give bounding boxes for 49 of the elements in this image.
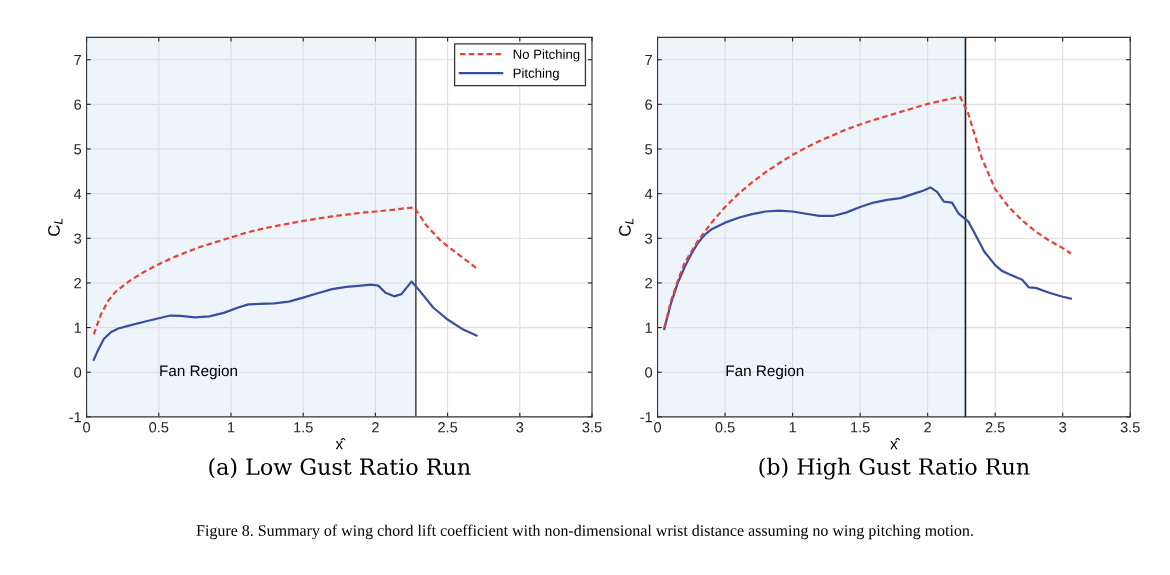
- line-series: [663, 95, 1072, 329]
- y-tick-label: 7: [74, 54, 81, 65]
- line-series: [663, 186, 1072, 331]
- x-tick-label: 2: [924, 422, 931, 433]
- y-tick-label: -1: [69, 412, 82, 423]
- x-tick-label: 3: [516, 422, 524, 433]
- y-tick-label: 5: [74, 144, 82, 155]
- x-tick-label: 3.5: [1120, 422, 1140, 433]
- legend-label: No Pitching: [513, 49, 580, 62]
- y-tick-label: 1: [645, 322, 652, 333]
- text: (b) High Gust Ratio Run: [759, 457, 1030, 480]
- y-axis-title: C$_{L}$: [48, 218, 63, 236]
- y-tick-label: 4: [644, 188, 653, 199]
- x-tick-label: 2.5: [438, 422, 458, 433]
- y-tick-label: 0: [645, 367, 653, 378]
- x-tick-label: 0.5: [715, 422, 735, 433]
- y-tick-label: 4: [73, 188, 82, 199]
- line-series: [92, 206, 478, 336]
- y-tick-label: 5: [645, 144, 653, 155]
- line-series: [92, 280, 478, 361]
- legend-label: Pitching: [513, 68, 559, 81]
- y-tick-label: 6: [645, 99, 653, 110]
- caption: Figure 8. Summary of wing chord lift coefficient with non-dimensional wrist distance assuming no wing pitching motion.: [196, 524, 973, 540]
- text: (a) Low Gust Ratio Run: [209, 457, 471, 479]
- x-tick-label: 1.5: [851, 422, 870, 433]
- y-tick-label: 7: [645, 54, 652, 65]
- x-tick-label: 1.5: [294, 422, 313, 433]
- y-tick-label: 6: [74, 99, 82, 110]
- y-tick-label: 3: [74, 233, 82, 244]
- y-tick-label: 2: [74, 278, 81, 289]
- y-tick-label: 3: [645, 233, 653, 244]
- x-tick-label: 2: [372, 422, 379, 433]
- x-tick-label: 0: [654, 422, 662, 433]
- x-tick-label: 3: [1059, 422, 1067, 433]
- x-tick-label: 1: [789, 422, 796, 433]
- x-tick-label: 2.5: [985, 422, 1005, 433]
- x-tick-label: 0: [83, 422, 91, 433]
- x-tick-label: 3.5: [582, 422, 602, 433]
- x-tick-label: 0.5: [149, 422, 169, 433]
- x-axis-title: x̂: [890, 438, 901, 450]
- y-tick-label: -1: [640, 412, 652, 423]
- y-axis-title: C$_{L}$: [619, 218, 634, 236]
- y-tick-label: 2: [645, 278, 652, 289]
- band-label: Fan Region: [726, 364, 804, 380]
- x-tick-label: 1: [228, 422, 235, 433]
- x-axis-title: x̂: [335, 438, 346, 450]
- band-label: Fan Region: [160, 364, 238, 380]
- y-tick-label: 0: [74, 367, 82, 378]
- y-tick-label: 1: [74, 322, 82, 333]
